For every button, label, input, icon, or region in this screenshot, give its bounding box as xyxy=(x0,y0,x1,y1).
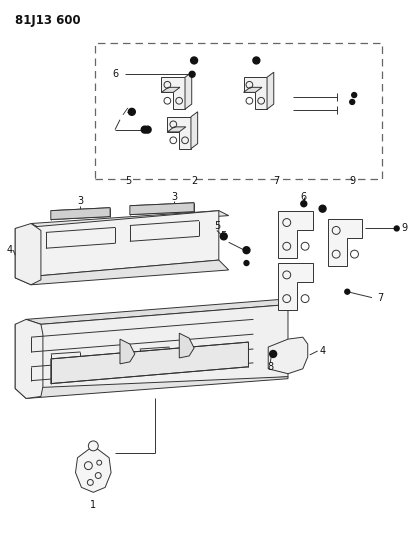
Circle shape xyxy=(270,351,276,358)
Circle shape xyxy=(301,201,307,207)
Polygon shape xyxy=(267,72,274,109)
Polygon shape xyxy=(120,339,135,364)
Circle shape xyxy=(253,57,260,64)
Polygon shape xyxy=(167,127,186,132)
Circle shape xyxy=(141,126,148,133)
Text: 6: 6 xyxy=(112,69,118,79)
Text: 4: 4 xyxy=(319,346,326,356)
Circle shape xyxy=(191,57,198,64)
Circle shape xyxy=(128,108,135,115)
Circle shape xyxy=(352,93,357,98)
Polygon shape xyxy=(15,377,288,399)
Text: 7: 7 xyxy=(273,176,279,186)
Text: 4: 4 xyxy=(6,245,12,255)
Polygon shape xyxy=(15,304,288,397)
Polygon shape xyxy=(162,87,180,92)
Bar xyxy=(95,43,382,179)
Polygon shape xyxy=(31,211,229,229)
Polygon shape xyxy=(243,77,267,109)
Text: 5: 5 xyxy=(220,231,227,241)
Polygon shape xyxy=(328,219,362,266)
Circle shape xyxy=(189,71,195,77)
Polygon shape xyxy=(278,263,313,311)
Circle shape xyxy=(220,233,227,240)
Polygon shape xyxy=(243,87,262,92)
Text: 9: 9 xyxy=(349,176,355,186)
Circle shape xyxy=(144,126,151,133)
Circle shape xyxy=(394,226,399,231)
Polygon shape xyxy=(162,77,185,109)
Text: 9: 9 xyxy=(402,223,408,233)
Text: 5: 5 xyxy=(125,176,131,186)
Circle shape xyxy=(244,261,249,265)
Circle shape xyxy=(243,247,250,254)
Text: 8: 8 xyxy=(267,362,273,372)
Polygon shape xyxy=(167,117,191,149)
Circle shape xyxy=(319,205,326,212)
Polygon shape xyxy=(15,260,229,285)
Text: 2: 2 xyxy=(191,176,197,186)
Polygon shape xyxy=(76,446,111,492)
Text: 3: 3 xyxy=(171,192,178,202)
Text: 81J13 600: 81J13 600 xyxy=(15,14,81,27)
Polygon shape xyxy=(26,300,288,324)
Polygon shape xyxy=(191,112,198,149)
Polygon shape xyxy=(51,342,248,384)
Text: 6: 6 xyxy=(301,192,307,202)
Polygon shape xyxy=(130,203,194,215)
Polygon shape xyxy=(51,208,110,220)
Polygon shape xyxy=(278,211,313,258)
Circle shape xyxy=(350,100,355,104)
Polygon shape xyxy=(15,211,219,278)
Polygon shape xyxy=(179,333,194,358)
Circle shape xyxy=(345,289,350,294)
Text: 5: 5 xyxy=(214,222,220,231)
Text: 7: 7 xyxy=(377,293,383,303)
Polygon shape xyxy=(268,337,308,374)
Text: 3: 3 xyxy=(77,196,83,206)
Text: 1: 1 xyxy=(90,500,97,510)
Polygon shape xyxy=(15,223,41,285)
Circle shape xyxy=(88,441,98,451)
Polygon shape xyxy=(15,319,43,399)
Polygon shape xyxy=(185,72,192,109)
